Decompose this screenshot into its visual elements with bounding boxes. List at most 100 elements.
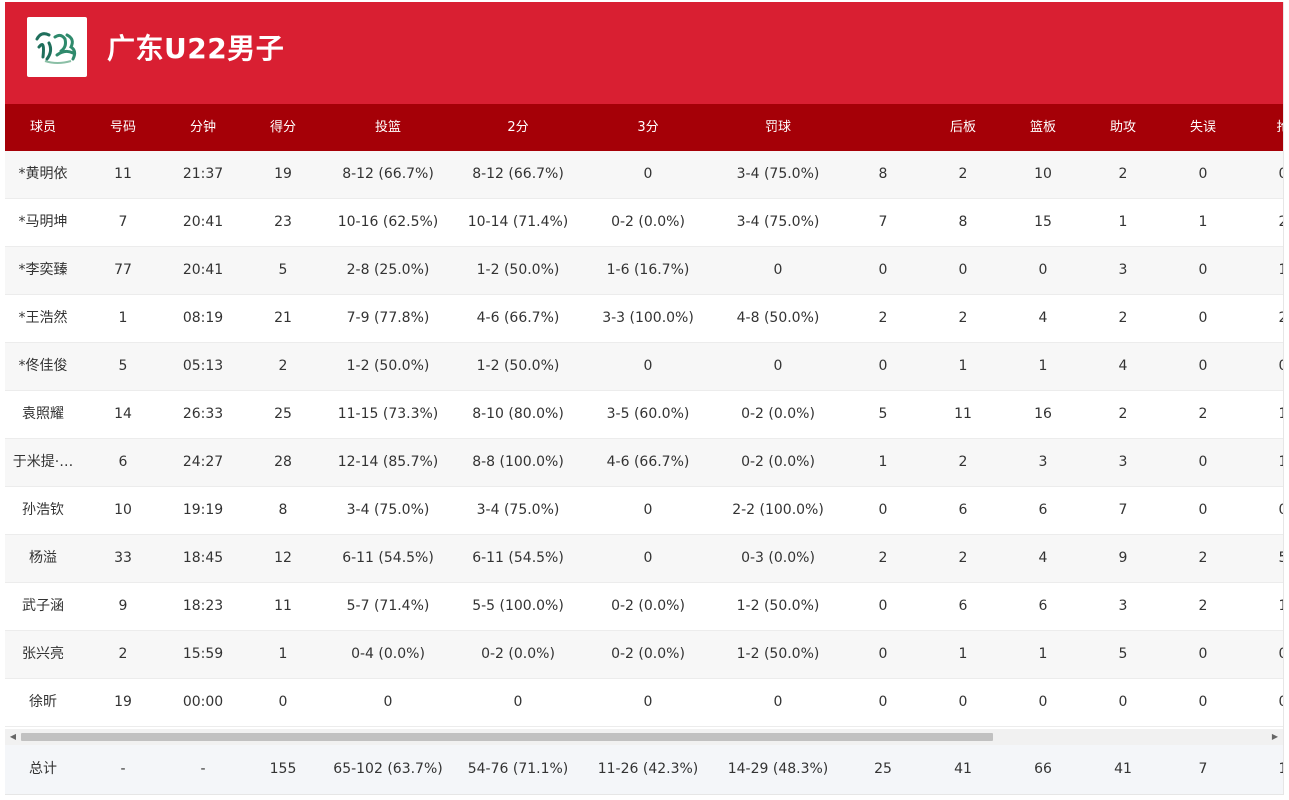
player-name-cell: *马明坤 <box>18 214 68 230</box>
stat-cell-three: 0-2 (0.0%) <box>611 214 685 230</box>
stat-cell-oreb: 8 <box>878 166 888 182</box>
stat-cell-points: 12 <box>274 550 292 566</box>
stat-cell-reb: 10 <box>1034 166 1052 182</box>
stat-cell-three: 0 <box>643 502 653 518</box>
stat-cell-reb: 4 <box>1038 310 1048 326</box>
stat-cell-number: 14 <box>114 406 132 422</box>
stat-cell-ft: 3-4 (75.0%) <box>736 214 820 230</box>
player-name-cell: 袁照耀 <box>22 406 64 422</box>
stat-cell-minutes: 18:45 <box>182 550 224 566</box>
stat-cell-tov: 1 <box>1198 214 1208 230</box>
total-cell-points: 155 <box>269 761 297 777</box>
stat-cell-points: 21 <box>274 310 292 326</box>
stat-cell-tov: 0 <box>1198 502 1208 518</box>
stat-cell-minutes: 19:19 <box>182 502 224 518</box>
triangle-left-icon[interactable]: ◀ <box>9 732 17 741</box>
horizontal-scrollbar[interactable]: ◀ ▶ <box>5 729 1283 745</box>
stat-cell-points: 19 <box>274 166 292 182</box>
stat-cell-reb: 15 <box>1034 214 1052 230</box>
stat-cell-ast: 3 <box>1118 598 1128 614</box>
stat-cell-stl: 0 <box>1248 151 1283 198</box>
stat-cell-reb: 6 <box>1038 598 1048 614</box>
stat-cell-two: 4-6 (66.7%) <box>476 310 560 326</box>
total-cell-ft: 14-29 (48.3%) <box>727 761 829 777</box>
stat-cell-dreb: 8 <box>958 214 968 230</box>
stat-cell-points: 2 <box>278 358 288 374</box>
stat-cell-points: 8 <box>278 502 288 518</box>
total-cell-dreb: 41 <box>954 761 972 777</box>
stat-cell-reb: 0 <box>1038 262 1048 278</box>
stat-cell-ast: 5 <box>1118 646 1128 662</box>
stat-cell-two: 6-11 (54.5%) <box>472 550 564 566</box>
stat-cell-ft: 0 <box>773 694 783 710</box>
table-row[interactable]: 于米提·… 6 24:27 28 12-14 (85.7%) 8-8 (100.0%) 4-… <box>5 439 1283 487</box>
stat-cell-two: 5-5 (100.0%) <box>472 598 564 614</box>
total-cell-reb: 66 <box>1034 761 1052 777</box>
stat-cell-fg: 3-4 (75.0%) <box>346 502 430 518</box>
stat-cell-three: 0-2 (0.0%) <box>611 598 685 614</box>
table-row[interactable]: *佟佳俊 5 05:13 2 1-2 (50.0%) 1-2 (50.0%) 0 0 0 1 1 4 0… <box>5 343 1283 391</box>
stat-cell-ast: 2 <box>1118 166 1128 182</box>
stat-cell-fg: 2-8 (25.0%) <box>346 262 430 278</box>
table-row[interactable]: *马明坤 7 20:41 23 10-16 (62.5%) 10-14 (71.4%) 0-… <box>5 199 1283 247</box>
table-header: 球员 号码 分钟 得分 投篮 2分 3分 罚球 后板 篮板 助攻 失误 抢 <box>5 104 1283 151</box>
stat-cell-stl: 1 <box>1248 391 1283 438</box>
table-row[interactable]: 徐昕 19 00:00 0 0 0 0 0 0 0 0 0 0 0 <box>5 679 1283 727</box>
player-name-cell: 徐昕 <box>29 694 57 710</box>
stat-cell-reb: 6 <box>1038 502 1048 518</box>
table-row[interactable]: 张兴亮 2 15:59 1 0-4 (0.0%) 0-2 (0.0%) 0-2 (0.0%)… <box>5 631 1283 679</box>
stat-cell-ast: 7 <box>1118 502 1128 518</box>
scrollbar-thumb[interactable] <box>21 733 993 741</box>
stat-cell-tov: 2 <box>1198 598 1208 614</box>
stat-cell-points: 25 <box>274 406 292 422</box>
stat-cell-fg: 8-12 (66.7%) <box>342 166 434 182</box>
triangle-right-icon[interactable]: ▶ <box>1271 732 1279 741</box>
column-header: 失误 <box>1189 120 1216 135</box>
stat-cell-fg: 10-16 (62.5%) <box>337 214 439 230</box>
stat-cell-ft: 0 <box>773 358 783 374</box>
stat-cell-ast: 1 <box>1118 214 1128 230</box>
stat-cell-stl: 0 <box>1248 679 1283 726</box>
table-row[interactable]: 孙浩钦 10 19:19 8 3-4 (75.0%) 3-4 (75.0%) 0 2-2 (1… <box>5 487 1283 535</box>
table-row[interactable]: *王浩然 1 08:19 21 7-9 (77.8%) 4-6 (66.7%) 3-3 (1… <box>5 295 1283 343</box>
stat-cell-fg: 7-9 (77.8%) <box>346 310 430 326</box>
table-row[interactable]: 杨溢 33 18:45 12 6-11 (54.5%) 6-11 (54.5%) 0 0-3 … <box>5 535 1283 583</box>
stat-cell-three: 0 <box>643 550 653 566</box>
stat-cell-ast: 3 <box>1118 454 1128 470</box>
column-header: 篮板 <box>1029 120 1056 135</box>
stat-cell-reb: 4 <box>1038 550 1048 566</box>
stat-cell-three: 0 <box>643 358 653 374</box>
column-header: 分钟 <box>189 120 216 135</box>
table-row[interactable]: *黄明依 11 21:37 19 8-12 (66.7%) 8-12 (66.7%) 0 3-… <box>5 151 1283 199</box>
player-name-cell: 张兴亮 <box>22 646 64 662</box>
stat-cell-stl: 0 <box>1248 487 1283 534</box>
total-cell-three: 11-26 (42.3%) <box>597 761 699 777</box>
stat-cell-oreb: 0 <box>878 502 888 518</box>
stat-cell-two: 8-12 (66.7%) <box>472 166 564 182</box>
player-name-cell: *佟佳俊 <box>18 358 68 374</box>
stat-cell-stl: 5 <box>1248 535 1283 582</box>
stat-cell-minutes: 21:37 <box>182 166 224 182</box>
stat-cell-points: 5 <box>278 262 288 278</box>
column-header: 抢 <box>1248 104 1283 151</box>
stat-cell-minutes: 15:59 <box>182 646 224 662</box>
table-row[interactable]: 武子涵 9 18:23 11 5-7 (71.4%) 5-5 (100.0%) 0-2 (0… <box>5 583 1283 631</box>
stat-cell-oreb: 0 <box>878 694 888 710</box>
stat-cell-minutes: 20:41 <box>182 262 224 278</box>
player-name-cell: *黄明依 <box>18 166 68 182</box>
stat-cell-three: 4-6 (66.7%) <box>606 454 690 470</box>
table-row[interactable]: *李奕臻 77 20:41 5 2-8 (25.0%) 1-2 (50.0%) 1-6 (1… <box>5 247 1283 295</box>
stat-cell-stl: 2 <box>1248 295 1283 342</box>
stat-cell-reb: 16 <box>1034 406 1052 422</box>
stat-cell-tov: 0 <box>1198 166 1208 182</box>
stat-cell-number: 7 <box>118 214 128 230</box>
stat-cell-oreb: 1 <box>878 454 888 470</box>
stat-cell-ast: 0 <box>1118 694 1128 710</box>
column-header: 罚球 <box>764 120 791 135</box>
column-header: 投篮 <box>374 120 401 135</box>
total-cell-two: 54-76 (71.1%) <box>467 761 569 777</box>
stat-cell-fg: 0-4 (0.0%) <box>351 646 425 662</box>
totals-row: 总计 - - 155 65-102 (63.7%) 54-76 (71.1%) 11-26 … <box>5 745 1283 794</box>
table-row[interactable]: 袁照耀 14 26:33 25 11-15 (73.3%) 8-10 (80.0%) 3-5… <box>5 391 1283 439</box>
total-cell-oreb: 25 <box>874 761 892 777</box>
